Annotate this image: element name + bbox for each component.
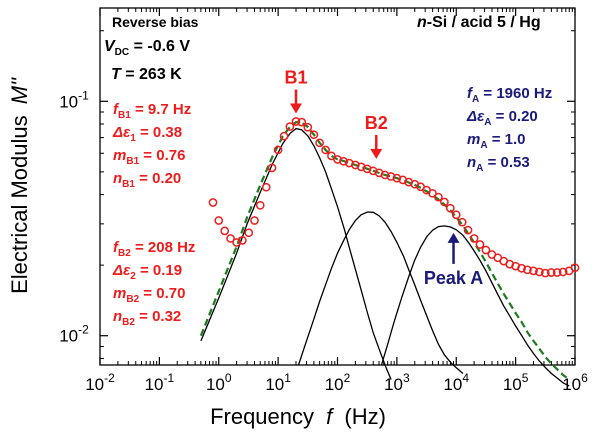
param-line: mB1 = 0.76 (113, 147, 185, 167)
data-point (469, 234, 479, 243)
peak-arrowhead (370, 148, 383, 159)
data-point (303, 122, 313, 132)
vdc-label: VDC = -0.6 V (104, 38, 190, 58)
param-line: ΔεA = 0.20 (466, 108, 538, 128)
data-point (535, 267, 544, 277)
data-point (540, 268, 550, 278)
x-tick-label: 101 (265, 371, 291, 394)
params-b2: fB2 = 208 Hz Δε2 = 0.19 mB2 = 0.70 nB2 = 0.… (112, 239, 195, 328)
data-point (291, 117, 301, 126)
param-line: nB1 = 0.20 (113, 170, 181, 190)
param-line: mA = 1.0 (467, 131, 526, 151)
param-line: nA = 0.53 (467, 154, 530, 174)
peak-labels: B1 B2 Peak A (284, 67, 483, 287)
peak-label-text: Peak A (424, 268, 483, 288)
bias-label: Reverse bias (112, 14, 199, 30)
x-tick-label: 106 (562, 371, 588, 394)
data-point (546, 268, 556, 277)
x-axis-title: Frequency f (Hz) (210, 404, 386, 429)
data-point (392, 173, 402, 183)
y-tick-label: 10-1 (59, 88, 89, 111)
total-fit-curve (199, 120, 570, 381)
data-point (463, 225, 473, 235)
data-point (428, 188, 437, 198)
data-point (214, 216, 224, 225)
params-a: fA = 1960 Hz ΔεA = 0.20 mA = 1.0 nA = 0.53 (466, 85, 552, 174)
param-line: Δε2 = 0.19 (112, 262, 182, 282)
data-point (297, 117, 307, 127)
data-point (380, 170, 390, 180)
peak-label-text: B2 (365, 113, 388, 133)
param-line: Δε1 = 0.38 (112, 124, 182, 144)
param-line: fA = 1960 Hz (467, 85, 552, 105)
peak-label-B1: B1 (284, 67, 308, 114)
data-point (208, 198, 218, 207)
param-line: fB2 = 208 Hz (113, 239, 195, 259)
data-point (386, 172, 396, 181)
component-curve-B2 (297, 211, 464, 374)
data-point (255, 200, 265, 210)
data-point (445, 203, 455, 213)
peak-label-A: Peak A (424, 232, 483, 288)
axes-ticks: 10-2 10-1 100 101 102 103 104 105 106 10-2 10-1 (59, 8, 588, 394)
param-line: fB1 = 9.7 Hz (113, 101, 191, 121)
data-point (552, 268, 562, 277)
data-point (273, 145, 283, 155)
data-point (523, 265, 532, 275)
data-point (321, 145, 330, 155)
data-point (529, 266, 538, 276)
y-axis-title: Electrical Modulus M" (7, 77, 32, 294)
x-tick-label: 104 (443, 371, 469, 394)
data-point (434, 192, 443, 202)
x-tick-label: 100 (206, 371, 232, 394)
data-point (457, 217, 467, 227)
data-point (339, 156, 348, 166)
params-b1: fB1 = 9.7 Hz Δε1 = 0.38 mB1 = 0.76 nB1 = 0.… (112, 101, 191, 190)
data-point (220, 226, 230, 236)
data-point (333, 155, 342, 164)
x-tick-label: 102 (325, 371, 351, 394)
data-point (279, 131, 289, 141)
peak-label-text: B1 (284, 67, 307, 87)
x-tick-label: 103 (384, 371, 410, 394)
data-point (481, 245, 491, 255)
conditions-annotation: Reverse bias VDC = -0.6 V T = 263 K (104, 14, 199, 83)
param-line: mB2 = 0.70 (113, 285, 185, 305)
data-point (238, 236, 247, 245)
data-point (440, 197, 449, 207)
sample-label: n-Si / acid 5 / Hg (417, 14, 541, 31)
temperature-label: T = 263 K (111, 66, 182, 83)
data-point (451, 210, 461, 220)
y-tick-label: 10-2 (59, 323, 89, 346)
data-point (517, 263, 526, 273)
data-point (315, 138, 324, 148)
param-line: nB2 = 0.32 (113, 308, 181, 328)
data-point (232, 238, 241, 247)
data-point (261, 182, 271, 192)
component-curve-A (380, 225, 570, 387)
data-point (244, 228, 254, 238)
x-tick-label: 10-1 (145, 371, 175, 394)
x-tick-label: 10-2 (85, 371, 115, 394)
data-point (250, 216, 259, 225)
data-point (309, 130, 319, 140)
data-point (558, 267, 568, 277)
data-point (267, 163, 277, 173)
data-point (475, 240, 485, 249)
peak-arrowhead (289, 103, 302, 114)
data-point (226, 234, 235, 243)
data-point (570, 263, 580, 273)
component-curve-B1 (200, 127, 392, 380)
data-point (351, 160, 360, 170)
data-point (285, 122, 295, 131)
curves (199, 120, 570, 387)
peak-arrowhead (447, 232, 460, 243)
measured-points (208, 117, 580, 278)
x-tick-label: 105 (503, 371, 529, 394)
peak-label-B2: B2 (365, 113, 388, 159)
